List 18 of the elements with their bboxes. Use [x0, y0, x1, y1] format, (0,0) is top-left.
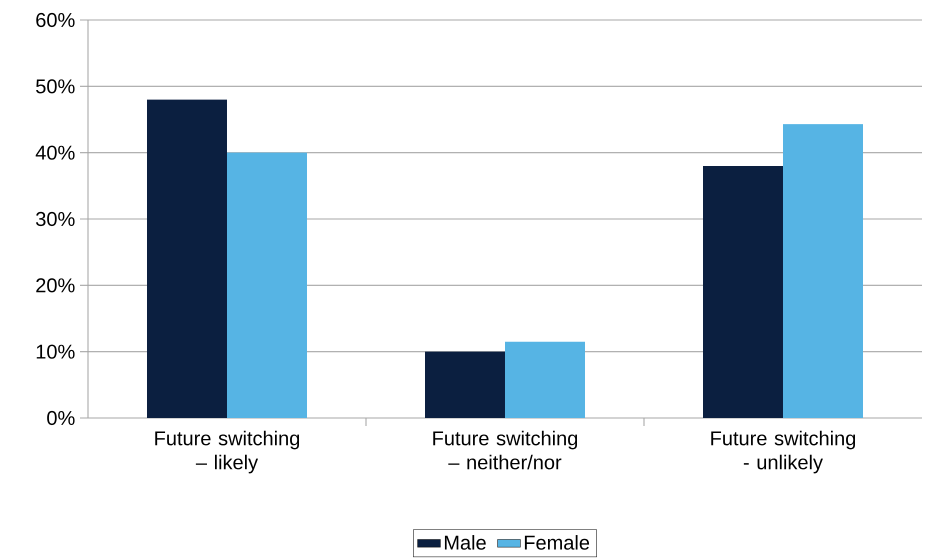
bar	[505, 342, 585, 418]
y-tick-label: 0%	[47, 410, 75, 426]
y-tick-label: 50%	[36, 79, 75, 94]
bar	[783, 124, 863, 418]
bar	[703, 166, 783, 418]
legend-label: Female	[524, 535, 590, 550]
bar	[425, 352, 505, 418]
y-tick-label: 40%	[36, 146, 75, 160]
y-tick-label: 60%	[36, 12, 75, 28]
bar	[227, 152, 307, 418]
x-tick-label: Future switching - unlikely	[711, 430, 856, 474]
bar	[146, 100, 227, 418]
y-tick-label: 30%	[36, 212, 75, 226]
y-tick-label: 20%	[36, 278, 75, 292]
y-tick-label: 10%	[36, 344, 75, 359]
x-tick-label: Future switching – neither/nor	[433, 430, 578, 470]
x-tick-label: Future switching – likely	[155, 430, 300, 474]
legend-label: Male	[444, 535, 486, 550]
